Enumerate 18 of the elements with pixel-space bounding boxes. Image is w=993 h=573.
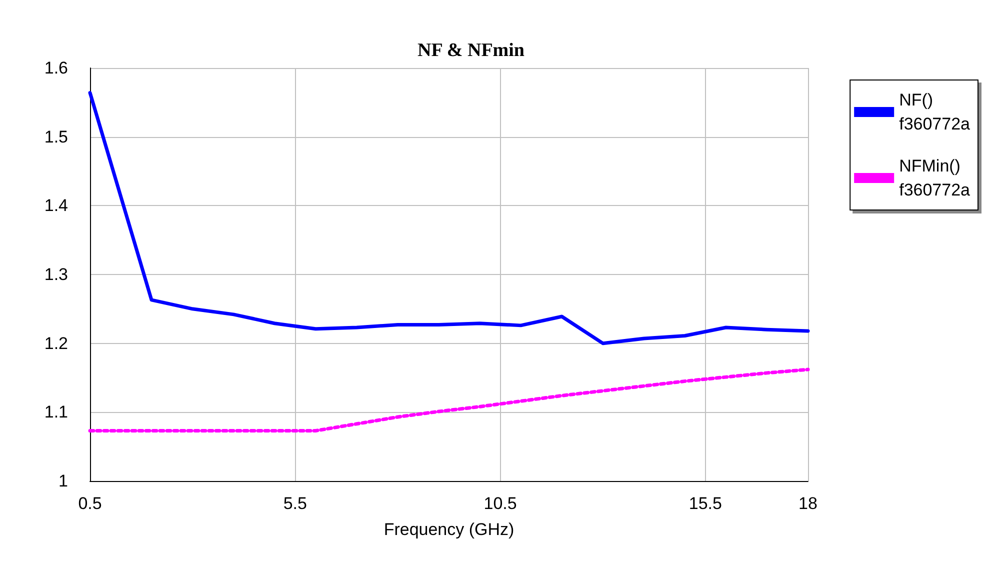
x-tick-label: 10.5	[484, 494, 517, 513]
x-tick-label: 15.5	[688, 494, 722, 513]
line-series	[88, 91, 810, 346]
y-tick-label: 1.3	[44, 265, 68, 284]
x-tick-label: 18	[798, 494, 818, 513]
y-tick-label: 1.4	[44, 196, 68, 216]
y-tick-label: 1.6	[44, 58, 68, 78]
line-series	[88, 368, 810, 432]
x-tick-label: 5.5	[283, 494, 307, 513]
legend-label: NF() f360772a	[899, 90, 971, 134]
x-axis-title: Frequency (GHz)	[384, 520, 514, 539]
y-tick-label: 1	[58, 472, 68, 490]
y-tick-label: 1.1	[44, 402, 68, 422]
y-tick-label: 1.5	[44, 127, 68, 146]
y-tick-label: 1.2	[44, 334, 68, 353]
chart-title: NF & NFmin	[418, 40, 525, 61]
legend-label: NFMin() f360772a	[899, 156, 971, 200]
x-tick-label: 0.5	[78, 494, 102, 513]
